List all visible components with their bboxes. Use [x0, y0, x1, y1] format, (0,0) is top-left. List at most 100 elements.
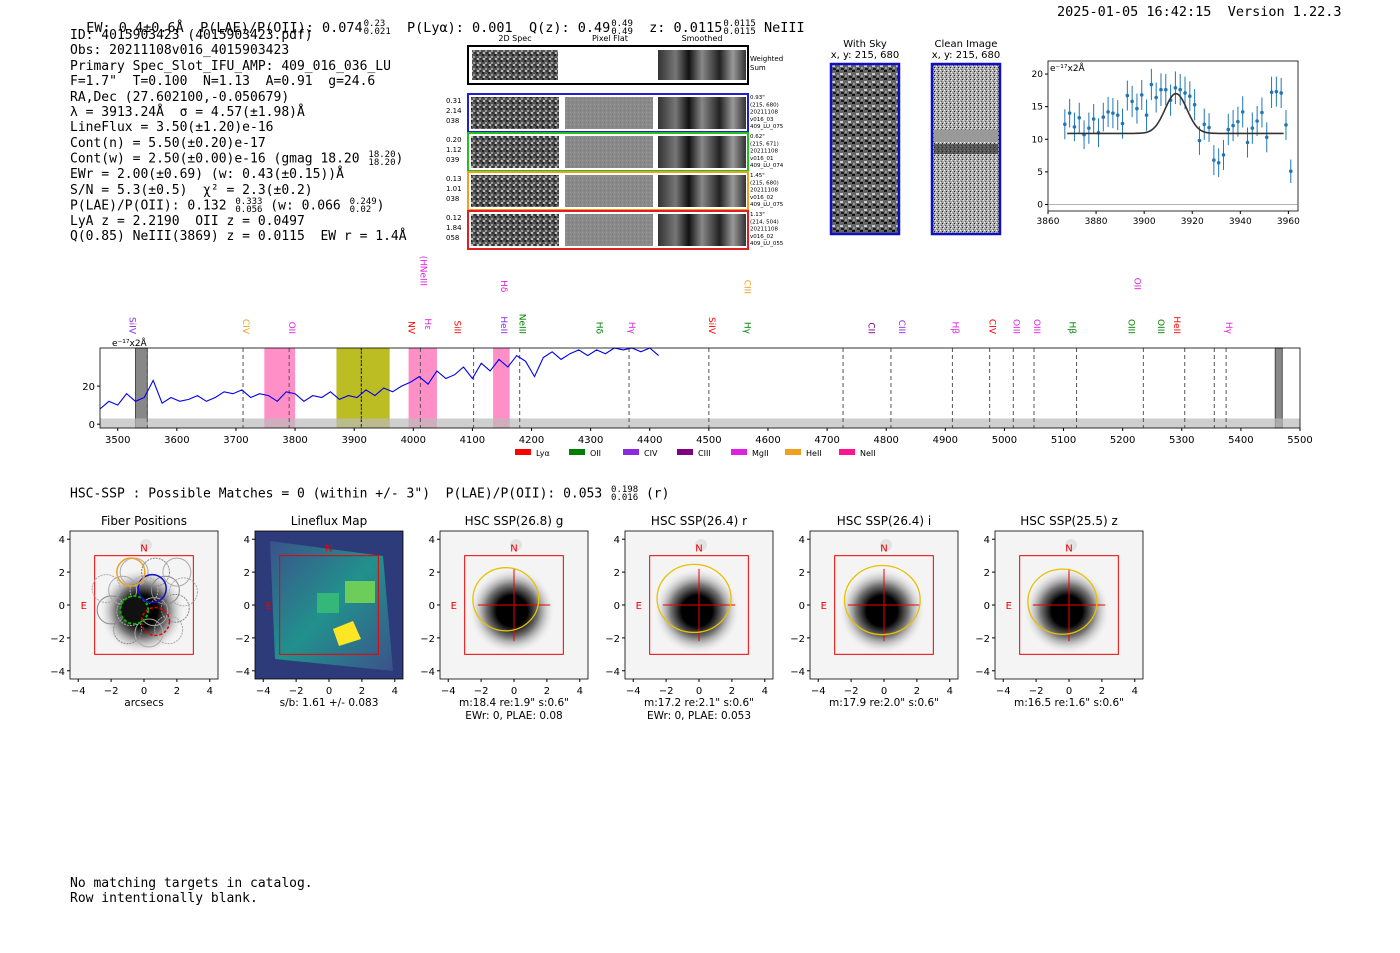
emission-line-label: SiII	[452, 320, 462, 334]
fit-data-point	[1125, 93, 1130, 98]
fit-data-point	[1130, 99, 1134, 104]
hsc-xtick-label: −2	[659, 686, 674, 697]
info-contw-text: Cont(w) = 2.50(±0.00)e-16 (gmag 18.20	[70, 151, 360, 167]
hsc-xtick-label: 4	[762, 686, 768, 697]
fit-data-point	[1274, 89, 1279, 94]
catalog-footer: No matching targets in catalog. Row inte…	[70, 876, 313, 906]
legend-swatch	[623, 449, 639, 455]
info-plae-lo: 0.056	[235, 205, 263, 216]
emission-line-label: OIII	[1010, 319, 1020, 334]
hsc-ytick-label: 4	[59, 535, 65, 546]
legend-label: MgII	[752, 449, 769, 458]
aperture-ellipse	[843, 564, 921, 636]
hsc-xtick-label: −4	[441, 686, 456, 697]
legend-label: OII	[590, 449, 601, 458]
emission-line-label: Hβ	[949, 321, 959, 334]
hsc-panel-title: HSC SSP(26.4) i	[837, 514, 932, 528]
hsc-ytick-label: 4	[429, 535, 435, 546]
header-line: NeIII	[763, 20, 805, 36]
header-plae-lo: 0.021	[363, 27, 391, 37]
north-marker: N	[510, 544, 517, 555]
hsc-ytick-label: 2	[429, 568, 435, 579]
spectrum-xtick-label: 3700	[223, 435, 248, 446]
emission-line-label: (H	[417, 256, 427, 266]
fit-ytick-label: 10	[1032, 135, 1044, 145]
hsc-xtick-label: −4	[996, 686, 1011, 697]
hsc-ytick-label: −4	[605, 667, 620, 678]
emission-line-label: CIV	[240, 319, 250, 335]
emission-line-label: OIII	[1155, 319, 1165, 334]
fit-axes-frame	[1047, 60, 1299, 212]
hsc-ytick-label: −2	[605, 634, 620, 645]
col-header-2d: 2D Spec	[498, 34, 531, 43]
hsc-xtick-label: 4	[577, 686, 583, 697]
hsc-panels-svg: Fiber Positions N E 4 2 0 −2 −4 −4 −2 0 2 4 arcsecs Li…	[50, 514, 1144, 722]
spectrum-xtick-label: 4500	[696, 435, 721, 446]
fiber-blue	[137, 573, 167, 604]
spectrum-xtick-label: 5400	[1228, 435, 1253, 446]
col-header-smooth: Smoothed	[682, 34, 723, 43]
east-marker: E	[1006, 601, 1012, 612]
cutout-row-meta: (215, 680)	[750, 180, 779, 186]
fit-data-point	[1188, 94, 1192, 99]
hsc-xtick-label: 0	[696, 686, 702, 697]
fit-data-point	[1067, 111, 1072, 115]
with-sky-title: With Sky	[843, 39, 887, 50]
info-lineflux: LineFlux = 3.50(±1.20)e-16	[70, 120, 274, 136]
emission-line-label: Hε	[422, 318, 432, 330]
hsc-ytick-label: 2	[59, 568, 65, 579]
hsc-xtick-label: 0	[511, 686, 517, 697]
emission-line-label: Hγ	[741, 322, 751, 335]
cutout-row-meta: 1.13"	[750, 212, 765, 218]
hsc-summary-lo: 0.016	[611, 493, 639, 503]
sky-panels: With Sky x, y: 215, 680 Clean Image x, y…	[820, 38, 1020, 248]
hsc-xtick-label: −2	[1029, 686, 1044, 697]
cutout-row-2d	[471, 214, 559, 246]
cutout-row-meta: 20211108	[750, 227, 778, 233]
hsc-xtick-label: −4	[626, 686, 641, 697]
emission-line-label: Hγ	[1223, 322, 1233, 335]
info-plae: P(LAE)/P(OII): 0.132 0.333 0.056 (w: 0.06…	[70, 197, 385, 216]
info-contn: Cont(n) = 5.50(±0.20)e-17	[70, 135, 266, 151]
legend-swatch	[515, 449, 531, 455]
north-marker: N	[695, 544, 702, 555]
hsc-xtick-label: −4	[256, 686, 271, 697]
hsc-panel-caption: EWr: 0, PLAE: 0.053	[647, 710, 751, 722]
fit-data-point	[1163, 87, 1168, 92]
shaded-band-gray	[1274, 347, 1283, 429]
fit-data-point	[1250, 126, 1255, 130]
fit-xtick-label: 3860	[1037, 217, 1060, 227]
fit-data-point	[1207, 125, 1211, 130]
fit-data-point	[1178, 87, 1183, 92]
aperture-ellipse	[656, 563, 732, 634]
neighbor-source	[1065, 539, 1077, 551]
info-radec: RA,Dec (27.602100,-0.050679)	[70, 89, 290, 105]
info-plae-w-hi: 0.249	[349, 197, 377, 208]
fit-ytick-label: 5	[1037, 168, 1043, 178]
header-timestamp: 2025-01-05 16:42:15 Version 1.22.3	[1057, 4, 1342, 20]
cutout-row-stat: 058	[446, 234, 459, 242]
clean-image-band-dark	[934, 144, 998, 154]
header-plae: P(LAE)/P(OII): 0.074	[200, 20, 363, 36]
hsc-xtick-label: −2	[844, 686, 859, 697]
hsc-xtick-label: −2	[104, 686, 119, 697]
legend-swatch	[677, 449, 693, 455]
neighbor-source	[880, 539, 892, 551]
footer-line-1: No matching targets in catalog.	[70, 876, 313, 891]
info-slot: Primary Spec_Slot_IFU_AMP: 409_016_036_L…	[70, 58, 391, 74]
cutout-row-meta: 1.45"	[750, 173, 765, 179]
hsc-xtick-label: 2	[359, 686, 365, 697]
header-z-lo: 0.0115	[723, 27, 756, 37]
fit-data-point	[1154, 95, 1158, 100]
fit-data-point	[1284, 123, 1288, 127]
line-fit-svg: 3860 3880 3900 3920 3940 3960 0 5 10 15 20 e⁻¹⁷x2Å	[1032, 60, 1300, 227]
hsc-ytick-label: 2	[244, 568, 250, 579]
spectra-cutouts: 2D Spec Pixel Flat Smoothed Weighted Sum…	[440, 30, 800, 260]
hsc-ytick-label: 4	[244, 535, 250, 546]
east-marker: E	[451, 601, 457, 612]
cutout-row-meta: 409_LU_074	[750, 163, 784, 169]
shaded-band-gray	[135, 347, 148, 429]
hsc-panel-title: Lineflux Map	[291, 514, 367, 528]
emission-line-label: CII	[865, 322, 875, 334]
noise-band	[100, 418, 1300, 429]
